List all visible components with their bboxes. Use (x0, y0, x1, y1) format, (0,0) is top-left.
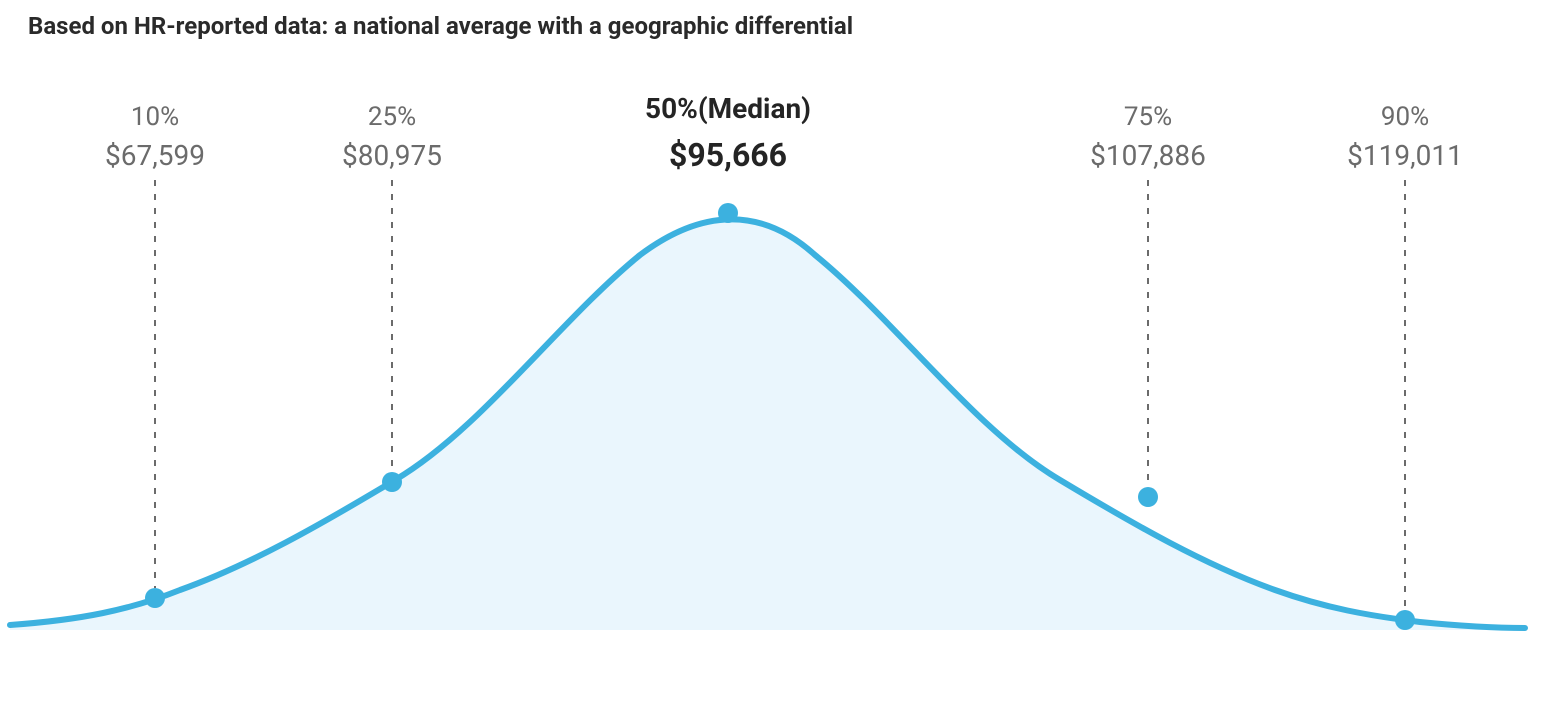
percentile-marker-0 (145, 588, 165, 608)
percentile-value-1: $80,975 (342, 137, 442, 175)
percentile-label-1: 25%$80,975 (342, 100, 442, 175)
percentile-marker-4 (1395, 610, 1415, 630)
salary-distribution-chart: Based on HR-reported data: a national av… (0, 0, 1544, 712)
percentile-pct-0: 10% (105, 100, 205, 135)
percentile-pct-1: 25% (342, 100, 442, 135)
percentile-marker-3 (1138, 487, 1158, 507)
percentile-pct-2: 50%(Median) (645, 90, 811, 128)
percentile-value-0: $67,599 (105, 137, 205, 175)
percentile-pct-3: 75% (1090, 100, 1206, 135)
percentile-value-2: $95,666 (645, 134, 811, 177)
percentile-pct-4: 90% (1347, 100, 1463, 135)
percentile-label-4: 90%$119,011 (1347, 100, 1463, 175)
percentile-value-3: $107,886 (1090, 137, 1206, 175)
percentile-label-0: 10%$67,599 (105, 100, 205, 175)
percentile-label-3: 75%$107,886 (1090, 100, 1206, 175)
percentile-label-2: 50%(Median) $95,666 (645, 90, 811, 177)
percentile-marker-1 (382, 472, 402, 492)
percentile-value-4: $119,011 (1347, 137, 1463, 175)
percentile-marker-2 (718, 203, 738, 223)
